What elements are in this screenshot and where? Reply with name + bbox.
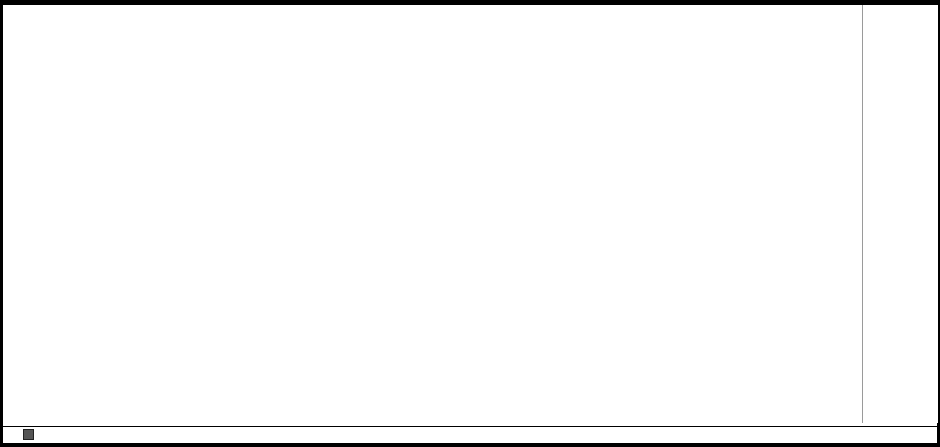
window-frame-bottom (0, 442, 940, 447)
chart-plot-area[interactable] (3, 5, 858, 423)
window-frame-right (937, 0, 940, 447)
time-axis[interactable] (3, 426, 937, 443)
window-frame-left (0, 0, 3, 447)
price-axis[interactable] (862, 5, 938, 423)
dyn-toggle-icon[interactable] (23, 429, 34, 440)
window-frame-top (0, 0, 940, 5)
